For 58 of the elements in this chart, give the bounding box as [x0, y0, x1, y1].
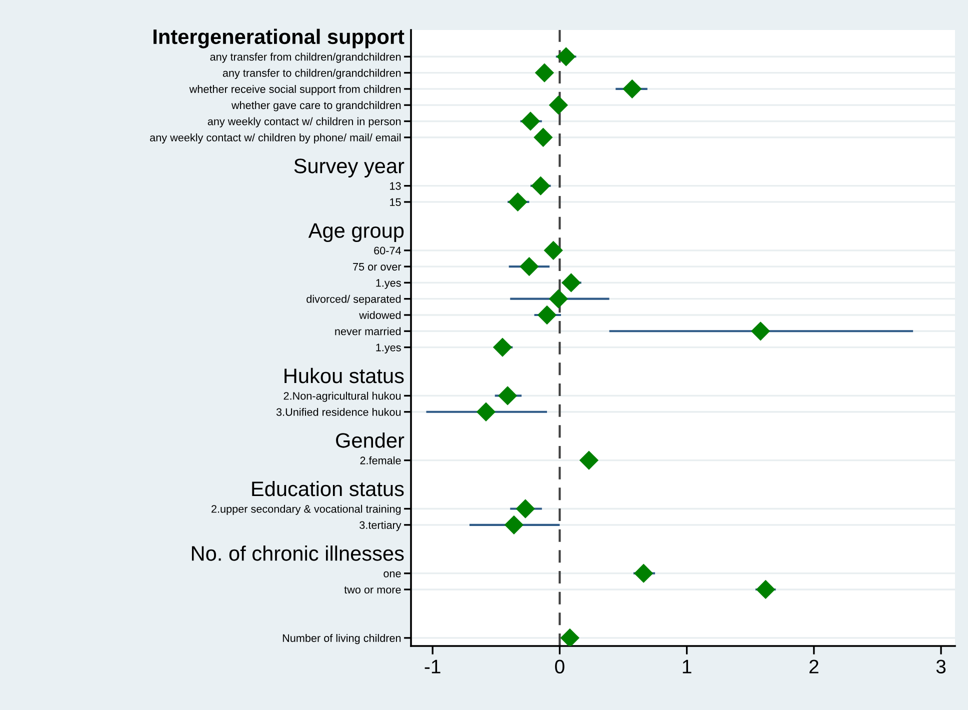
y-tick-label: any transfer to children/grandchildren	[222, 68, 401, 79]
point	[476, 402, 496, 422]
y-tick-label: never married	[335, 327, 401, 336]
y-tick-label: 15	[390, 198, 401, 206]
text: Age group	[308, 223, 404, 242]
x-tick-label: 1	[682, 660, 692, 674]
y-tick-label: two or more	[344, 586, 401, 594]
point	[579, 450, 599, 470]
y-tick-label: 75 or over	[353, 263, 402, 271]
x-tick-label: -1	[424, 660, 440, 674]
x-tick-label: 0	[555, 660, 564, 674]
y-tick-label: divorced/ separated	[306, 294, 401, 306]
point	[750, 322, 770, 341]
point	[756, 580, 776, 600]
point	[548, 96, 568, 115]
text: Hukou status	[284, 368, 404, 384]
y-tick-label: 60-74	[374, 246, 401, 254]
y-tick-label: 1.yes	[376, 279, 401, 289]
y-tick-label: 3.Unified residence hukou	[276, 408, 401, 416]
point	[492, 338, 512, 357]
point	[537, 305, 557, 325]
point	[560, 628, 580, 646]
point	[504, 515, 524, 534]
point	[634, 564, 654, 583]
text: Intergenerational support	[154, 28, 404, 48]
y-tick-label: any weekly contact w/ children by phone/ mail/ email	[150, 133, 401, 144]
point	[520, 112, 540, 131]
y-tick-label: 2.female	[360, 456, 401, 464]
point	[520, 256, 539, 276]
y-tick-label: one	[384, 571, 401, 578]
x-tick-label: 3	[936, 660, 946, 674]
x-tick-label: 2	[809, 660, 818, 674]
point	[622, 79, 642, 99]
y-tick-label: Number of living children	[282, 634, 401, 644]
y-tick-label: whether gave care to grandchildren	[231, 101, 401, 112]
point	[534, 63, 554, 82]
y-tick-label: 13	[390, 182, 401, 190]
point	[516, 499, 535, 518]
y-tick-label: any transfer from children/grandchildren	[210, 52, 401, 63]
y-tick-label: any weekly contact w/ children in person	[208, 117, 401, 128]
point	[498, 386, 518, 406]
text: Education status	[252, 480, 404, 496]
point	[562, 273, 581, 292]
y-tick-label: widowed	[359, 311, 401, 320]
point	[534, 128, 553, 147]
y-tick-label: 3.tertiary	[360, 520, 402, 532]
y-tick-label: whether receive social support from children	[189, 85, 401, 96]
point	[548, 289, 568, 308]
point	[556, 47, 576, 66]
y-tick-label: 1.yes	[376, 344, 401, 354]
text: Survey year	[294, 158, 404, 178]
text: No. of chronic illnesses	[192, 546, 404, 561]
point	[544, 240, 563, 260]
y-tick-label: 2.upper secondary & vocational training	[212, 504, 401, 515]
point	[531, 176, 550, 196]
text: Gender	[336, 432, 404, 448]
point	[508, 192, 528, 212]
y-tick-label: 2.Non-agricultural hukou	[284, 392, 401, 402]
